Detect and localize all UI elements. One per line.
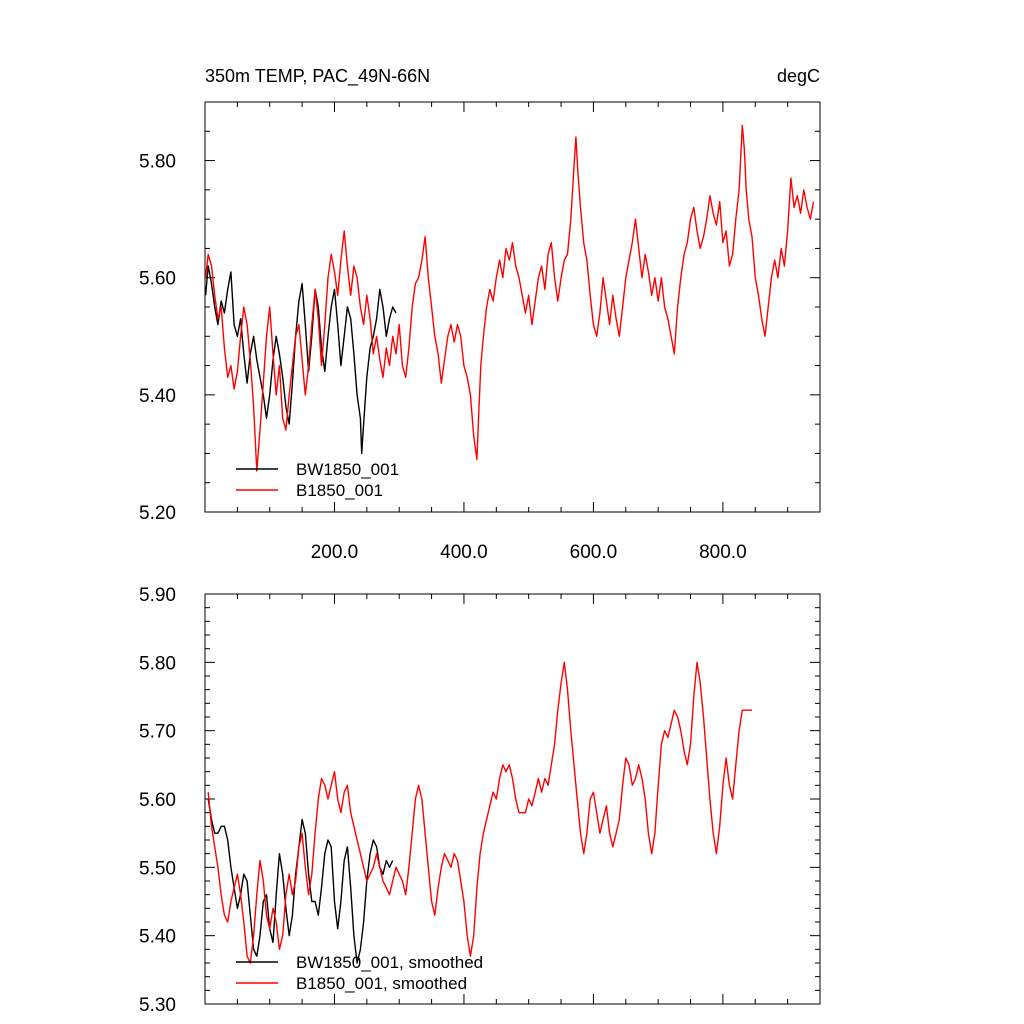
- chart-1-y-tick-label: 5.60: [139, 269, 176, 290]
- chart-1-legend-label-2: B1850_001: [296, 481, 383, 500]
- chart-2-legend-label-1: BW1850_001, smoothed: [296, 953, 483, 972]
- chart-1-x-tick-label: 800.0: [699, 542, 747, 563]
- chart-2-y-tick-label: 5.70: [139, 722, 176, 743]
- chart-2-y-tick-label: 5.50: [139, 858, 176, 879]
- chart-1-units-label: degC: [777, 66, 820, 86]
- chart-1-title: 350m TEMP, PAC_49N-66N: [205, 66, 430, 87]
- chart-1-plot-frame: [204, 101, 821, 513]
- chart-2-plot-frame: [204, 593, 821, 1005]
- chart-1-y-tick-label: 5.80: [139, 152, 176, 173]
- chart-2-y-tick-label: 5.40: [139, 927, 176, 948]
- chart-2-legend-label-2: B1850_001, smoothed: [296, 974, 467, 993]
- chart-1-x-tick-label: 600.0: [570, 542, 618, 563]
- chart-1-y-tick-label: 5.40: [139, 386, 176, 407]
- chart-1-x-tick-label: 400.0: [440, 542, 488, 563]
- chart-2-y-tick-label: 5.30: [139, 995, 176, 1016]
- chart-1-y-tick-label: 5.20: [139, 503, 176, 524]
- chart-1-series-2-line: [204, 124, 815, 472]
- chart-2-series-2-line: [207, 661, 752, 964]
- chart-1-x-tick-label: 200.0: [311, 542, 359, 563]
- chart-1-legend-label-1: BW1850_001: [296, 460, 399, 479]
- bottom-panel-smoothed-series: 5.30 5.40 5.50 5.60 5.70 5.80 5.90 BW1850_001, …: [139, 585, 821, 1016]
- top-panel-raw-series: 200.0 400.0 600.0 800.0 5.20 5.40 5.60 5.80 350m…: [139, 66, 821, 563]
- chart-2-y-tick-label: 5.80: [139, 653, 176, 674]
- chart-2-series-1-line: [207, 798, 394, 964]
- chart-2-y-tick-label: 5.90: [139, 585, 176, 606]
- chart-2-y-tick-label: 5.60: [139, 790, 176, 811]
- chart-1-series-1-line: [204, 265, 397, 455]
